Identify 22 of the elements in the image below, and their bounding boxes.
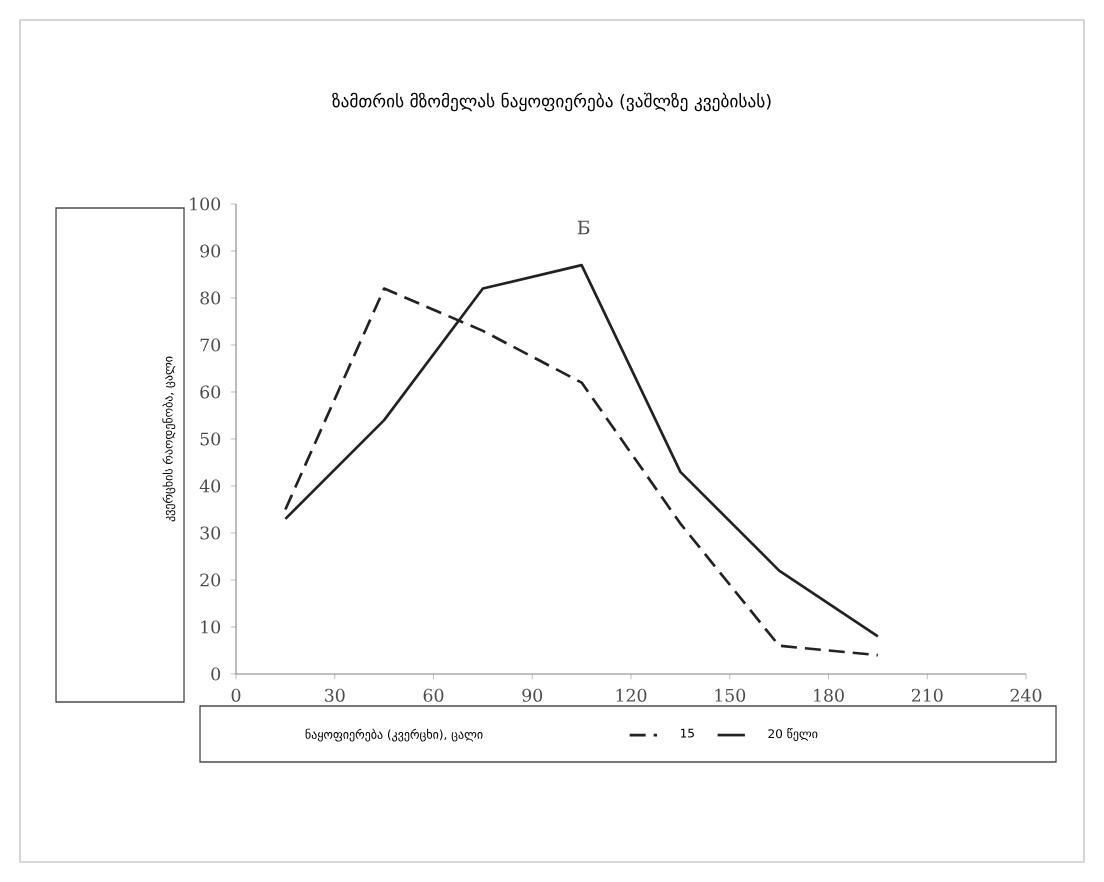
y-tick-label: 60 bbox=[200, 385, 221, 399]
y-tick-label: 30 bbox=[200, 526, 221, 540]
x-tick-label: 60 bbox=[423, 688, 444, 702]
x-tick-label: 240 bbox=[1010, 688, 1042, 702]
x-tick-label: 180 bbox=[814, 688, 844, 702]
x-tick-label: 90 bbox=[522, 688, 543, 702]
x-tick-label: 150 bbox=[715, 688, 746, 702]
chart-title: ზამთრის მზომელას ნაყოფიერება (ვაშლზე კვებისას) bbox=[332, 92, 771, 112]
y-tick-label: 20 bbox=[200, 573, 221, 587]
y-tick-label: 40 bbox=[199, 479, 221, 493]
x-tick-label: 210 bbox=[911, 688, 943, 702]
annotation: Б bbox=[577, 220, 590, 235]
y-tick-label: 80 bbox=[200, 291, 221, 305]
y-tick-label: 0 bbox=[211, 667, 221, 681]
x-tick-label: 120 bbox=[616, 688, 647, 702]
y-tick-label: 70 bbox=[200, 338, 221, 352]
x-tick-label: 0 bbox=[231, 688, 241, 702]
x-tick-label: 30 bbox=[325, 688, 345, 702]
y-tick-label: 50 bbox=[200, 432, 221, 446]
y-tick-label: 90 bbox=[200, 244, 221, 258]
y-tick-label: 100 bbox=[190, 197, 221, 211]
y-tick-label: 10 bbox=[201, 620, 221, 634]
